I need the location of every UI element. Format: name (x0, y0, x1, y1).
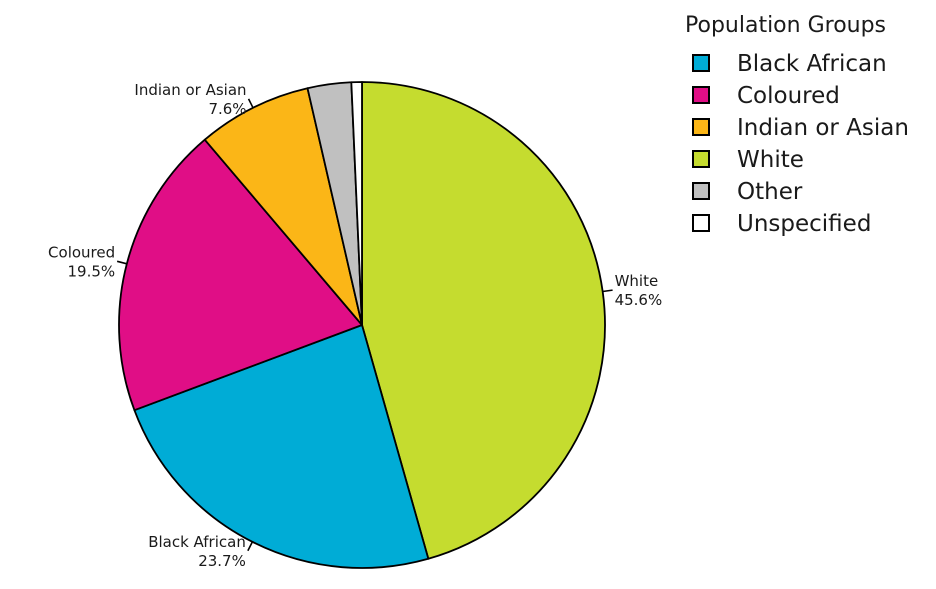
legend: Population Groups Black African Coloured I… (685, 13, 909, 237)
pie-slice-black-african (133, 324, 430, 569)
legend-swatch-indian-or-asian (692, 118, 710, 136)
legend-label-white: White (737, 147, 804, 173)
pie-slice-white (361, 81, 606, 560)
legend-label-other: Other (737, 179, 803, 205)
legend-swatch-other (692, 182, 710, 200)
legend-title: Population Groups (685, 13, 886, 38)
pie-slice-unspecified (350, 81, 363, 326)
pie-slice-indian-or-asian (203, 87, 363, 326)
slice-percent-indian-or-asian: 7.6% (208, 100, 246, 118)
slice-label-coloured: Coloured (48, 243, 115, 261)
leader-line-coloured (116, 260, 128, 265)
slice-label-black-african: Black African (148, 533, 246, 551)
leader-line-white (602, 289, 613, 293)
legend-label-indian-or-asian: Indian or Asian (737, 115, 909, 141)
legend-label-coloured: Coloured (737, 83, 840, 109)
legend-swatch-unspecified (692, 214, 710, 232)
legend-swatch-white (692, 150, 710, 168)
slice-percent-white: 45.6% (615, 291, 663, 309)
legend-label-unspecified: Unspecified (737, 211, 871, 237)
slice-percent-coloured: 19.5% (67, 262, 115, 280)
leader-line-black-african (247, 541, 254, 552)
pie-slice-coloured (118, 138, 363, 412)
leader-line-indian-or-asian (247, 98, 254, 109)
slice-label-white: White (615, 272, 659, 290)
legend-swatch-coloured (692, 86, 710, 104)
legend-swatch-black-african (692, 54, 710, 72)
pie-slices (118, 81, 606, 569)
legend-label-black-african: Black African (737, 51, 887, 77)
slice-percent-black-african: 23.7% (198, 552, 246, 570)
slice-label-indian-or-asian: Indian or Asian (134, 81, 246, 99)
